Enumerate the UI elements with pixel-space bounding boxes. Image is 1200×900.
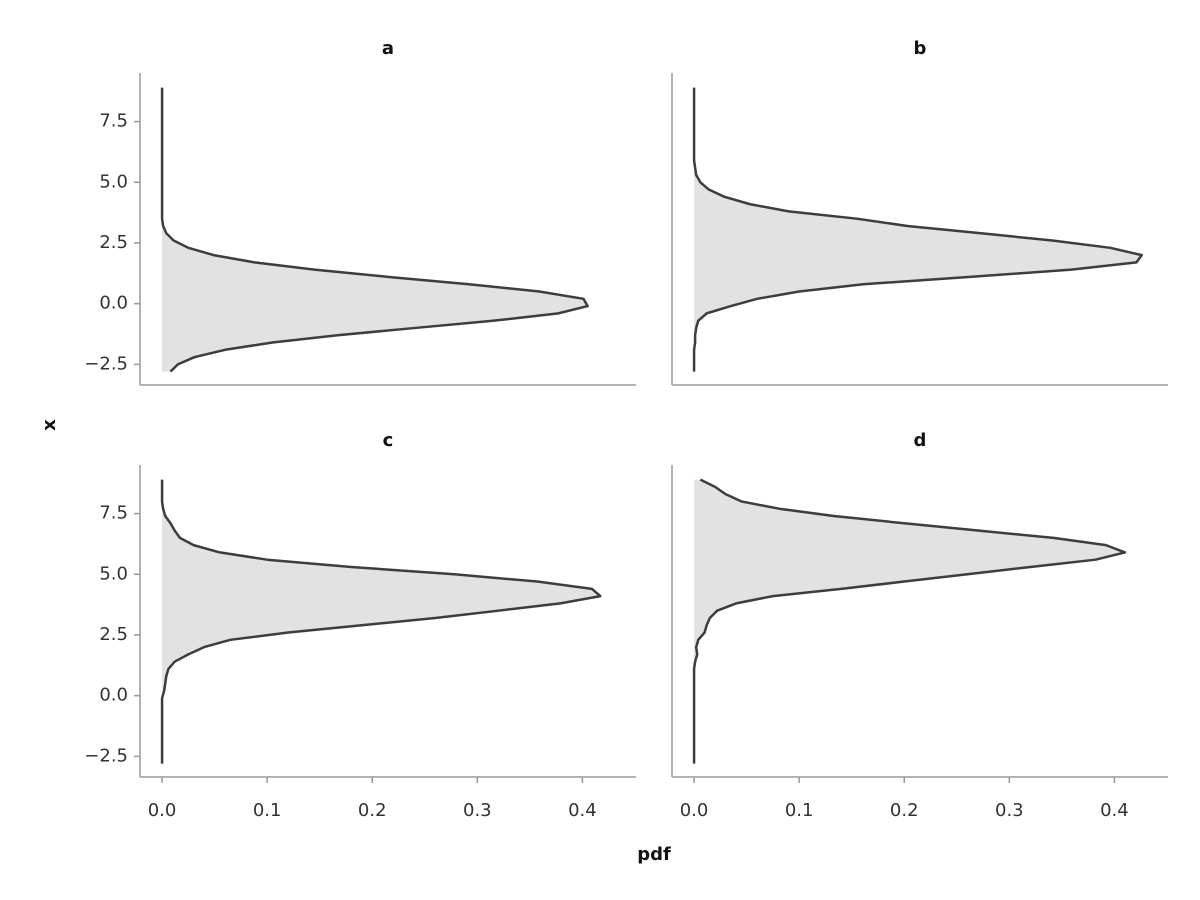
x-axis-label: pdf [637, 844, 671, 865]
y-tick-label: 7.5 [99, 111, 128, 132]
x-tick-label: 0.2 [358, 800, 387, 821]
y-tick-label: −2.5 [84, 745, 128, 766]
density-area [162, 479, 601, 764]
x-tick-label: 0.4 [568, 800, 597, 821]
x-tick-label: 0.2 [890, 800, 919, 821]
density-line [160, 87, 589, 373]
facet-title: a [382, 38, 394, 59]
y-tick-label: 2.5 [99, 232, 128, 253]
x-tick-label: 0.0 [148, 800, 177, 821]
y-axis-label: x [39, 419, 60, 431]
y-tick-label: 0.0 [99, 293, 128, 314]
x-tick-label: 0.0 [680, 800, 709, 821]
facet-title: b [914, 38, 927, 59]
density-line [692, 478, 1127, 764]
y-tick-label: 0.0 [99, 685, 128, 706]
density-line [160, 479, 602, 764]
y-tick-label: 7.5 [99, 503, 128, 524]
y-tick-label: −2.5 [84, 353, 128, 374]
facet-title: d [914, 430, 927, 451]
x-tick-label: 0.1 [785, 800, 814, 821]
x-tick-label: 0.3 [463, 800, 492, 821]
facet-title: c [383, 430, 394, 451]
density-area [694, 479, 1125, 764]
density-area [162, 87, 588, 372]
x-tick-label: 0.3 [995, 800, 1024, 821]
y-tick-label: 5.0 [99, 563, 128, 584]
density-area [694, 87, 1142, 372]
y-tick-label: 2.5 [99, 624, 128, 645]
x-tick-label: 0.4 [1100, 800, 1129, 821]
x-tick-label: 0.1 [253, 800, 282, 821]
y-tick-label: 5.0 [99, 171, 128, 192]
density-line [692, 87, 1143, 372]
